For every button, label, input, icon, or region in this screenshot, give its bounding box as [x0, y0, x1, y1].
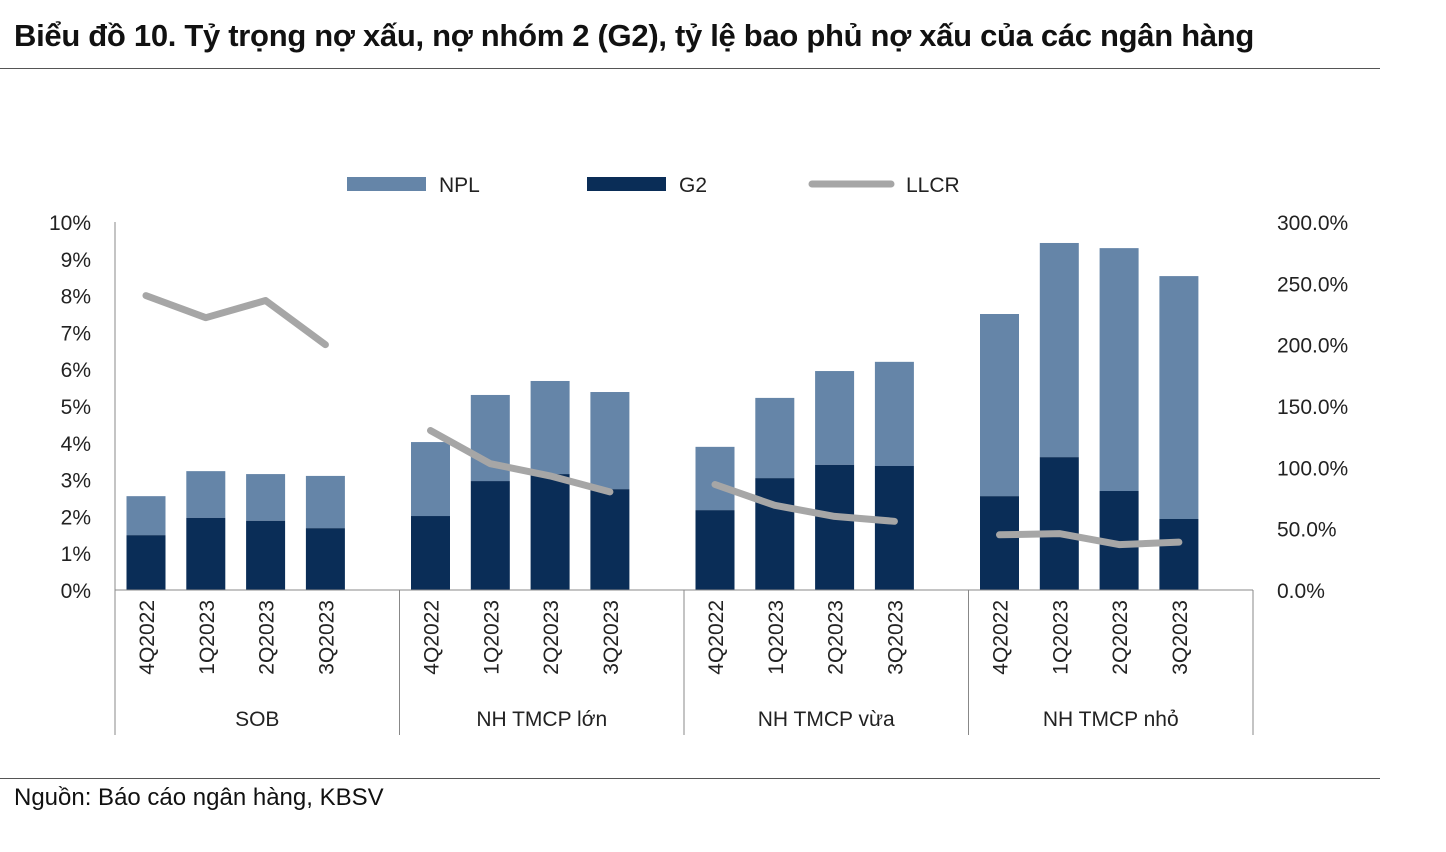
- left-axis-tick-label: 9%: [61, 249, 91, 272]
- bar-g2: [246, 520, 286, 590]
- category-tick-label: 4Q2022: [136, 600, 159, 675]
- bar-npl: [411, 442, 450, 517]
- left-axis-tick-label: 4%: [61, 433, 91, 456]
- bar-g2: [590, 489, 630, 590]
- category-tick-label: 3Q2023: [1169, 600, 1192, 675]
- bar-npl: [590, 392, 630, 490]
- source-divider: [0, 778, 1380, 779]
- bar-g2: [1039, 457, 1079, 590]
- category-tick-label: 2Q2023: [540, 600, 563, 675]
- legend-swatch-npl: [347, 177, 426, 191]
- right-axis-tick-label: 250.0%: [1277, 273, 1348, 296]
- left-axis-tick-label: 2%: [61, 506, 91, 529]
- category-tick-label: 2Q2023: [1109, 600, 1132, 675]
- bar-g2: [470, 481, 510, 590]
- group-label: NH TMCP vừa: [758, 708, 895, 731]
- bar-g2: [874, 465, 914, 590]
- category-tick-label: 2Q2023: [256, 600, 279, 675]
- bar-g2: [411, 516, 450, 590]
- left-axis-tick-label: 3%: [61, 470, 91, 493]
- category-tick-label: 4Q2022: [705, 600, 728, 675]
- left-axis-tick-label: 1%: [61, 543, 91, 566]
- category-tick-label: 1Q2023: [196, 600, 219, 675]
- category-tick-label: 4Q2022: [421, 600, 444, 675]
- bar-npl: [530, 380, 570, 475]
- bar-g2: [530, 474, 570, 590]
- bar-g2: [980, 496, 1019, 590]
- title-divider: [0, 68, 1380, 69]
- category-tick-label: 1Q2023: [765, 600, 788, 675]
- category-tick-label: 4Q2022: [990, 600, 1013, 675]
- category-tick-label: 1Q2023: [1049, 600, 1072, 675]
- legend-label: NPL: [439, 174, 480, 197]
- category-tick-label: 2Q2023: [825, 600, 848, 675]
- bar-npl: [980, 314, 1019, 497]
- llcr-line: [427, 427, 614, 496]
- bar-npl: [815, 371, 855, 465]
- left-axis-tick-label: 6%: [61, 359, 91, 382]
- category-tick-label: 3Q2023: [884, 600, 907, 675]
- category-tick-label: 3Q2023: [600, 600, 623, 675]
- category-tick-label: 1Q2023: [480, 600, 503, 675]
- bar-npl: [305, 475, 345, 529]
- chart-title: Biểu đồ 10. Tỷ trọng nợ xấu, nợ nhóm 2 (…: [14, 18, 1255, 53]
- bar-npl: [126, 496, 166, 536]
- group-label: SOB: [235, 708, 279, 731]
- llcr-line: [711, 481, 898, 525]
- right-axis-tick-label: 0.0%: [1277, 580, 1325, 603]
- legend-swatch-g2: [587, 177, 666, 191]
- bar-npl: [1159, 276, 1199, 519]
- bar-g2: [755, 478, 795, 590]
- llcr-line: [996, 530, 1183, 549]
- bar-g2: [186, 517, 226, 590]
- left-axis-tick-label: 0%: [61, 580, 91, 603]
- legend-label: LLCR: [906, 174, 960, 197]
- bar-npl: [874, 361, 914, 466]
- bar-g2: [695, 510, 735, 590]
- category-tick-label: 3Q2023: [315, 600, 338, 675]
- right-axis-tick-label: 300.0%: [1277, 212, 1348, 235]
- right-axis-tick-label: 100.0%: [1277, 457, 1348, 480]
- bar-g2: [1159, 518, 1199, 590]
- left-axis-tick-label: 10%: [49, 212, 91, 235]
- right-axis-tick-label: 150.0%: [1277, 396, 1348, 419]
- legend-label: G2: [679, 174, 707, 197]
- group-label: NH TMCP nhỏ: [1043, 708, 1179, 731]
- left-axis-tick-label: 5%: [61, 396, 91, 419]
- bar-g2: [126, 535, 166, 590]
- bar-npl: [695, 446, 735, 511]
- left-axis-tick-label: 8%: [61, 286, 91, 309]
- bar-npl: [1039, 242, 1079, 458]
- bar-npl: [186, 471, 226, 518]
- group-label: NH TMCP lớn: [476, 708, 607, 731]
- bar-npl: [246, 474, 286, 521]
- llcr-line: [142, 292, 329, 349]
- right-axis-tick-label: 200.0%: [1277, 335, 1348, 358]
- bar-npl: [1099, 248, 1139, 492]
- right-axis-tick-label: 50.0%: [1277, 519, 1337, 542]
- source-note: Nguồn: Báo cáo ngân hàng, KBSV: [14, 784, 384, 811]
- left-axis-tick-label: 7%: [61, 322, 91, 345]
- bar-npl: [755, 397, 795, 479]
- bar-g2: [305, 528, 345, 590]
- bar-g2: [815, 464, 855, 590]
